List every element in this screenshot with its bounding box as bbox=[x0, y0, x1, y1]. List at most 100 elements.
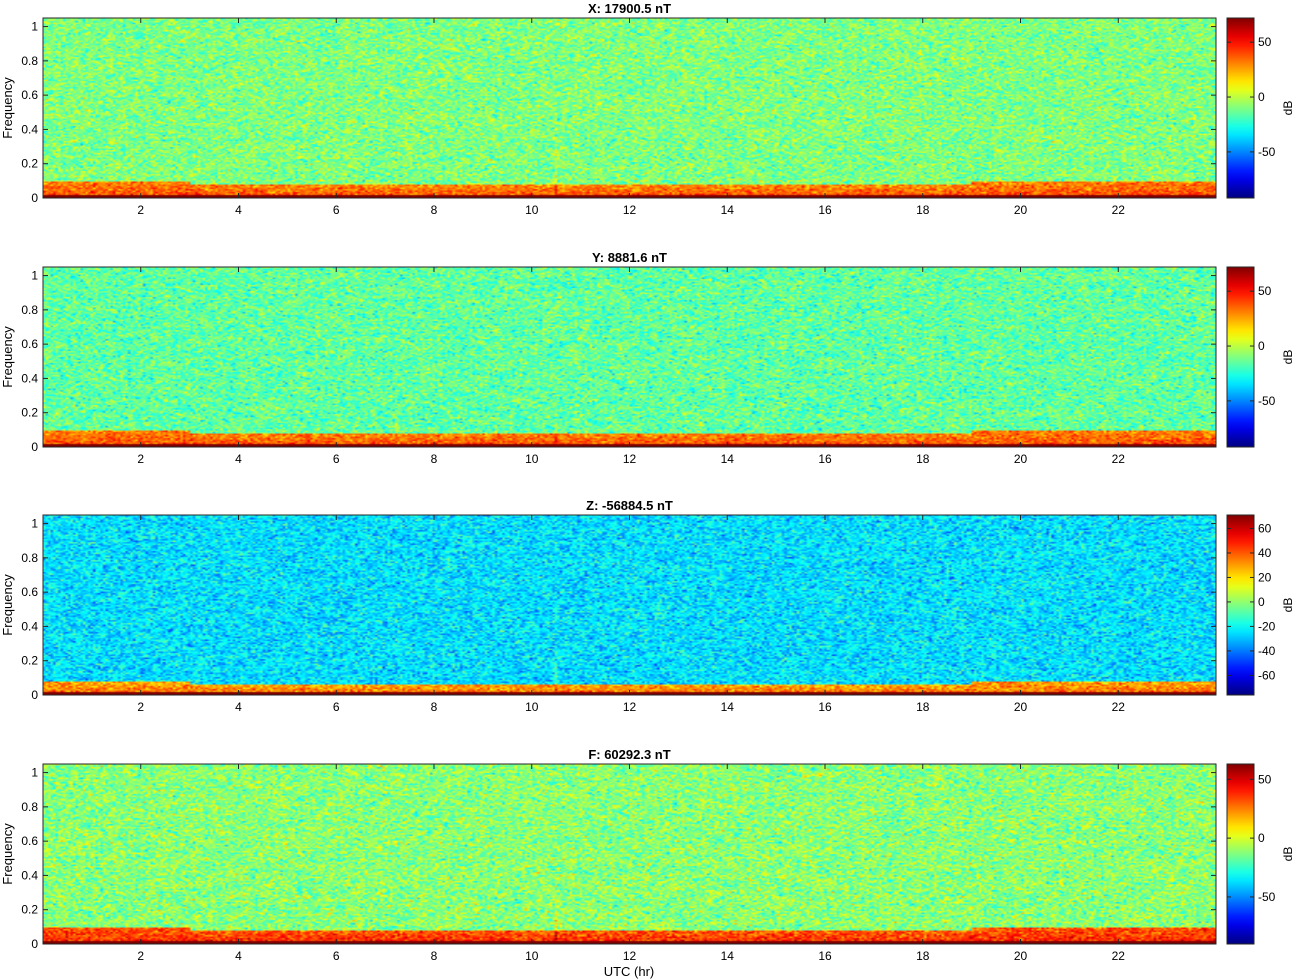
panel-3: F: 60292.3 nT Frequency 0 0.2 0.4 0.6 0.8 1 2 4 6 8… bbox=[0, 747, 1295, 963]
x-tick-label: 12 bbox=[623, 700, 637, 714]
y-tick-label: 0 bbox=[31, 440, 38, 454]
colorbar bbox=[1226, 266, 1255, 448]
colorbar-tick-label: 50 bbox=[1258, 284, 1272, 298]
panel-title: F: 60292.3 nT bbox=[588, 747, 670, 762]
x-tick-label: 6 bbox=[333, 203, 340, 217]
x-tick-label: 20 bbox=[1014, 203, 1028, 217]
colorbar-tick-label: 0 bbox=[1258, 90, 1265, 104]
colorbar-tick-label: 50 bbox=[1258, 35, 1272, 49]
y-tick-label: 0.4 bbox=[21, 371, 38, 385]
x-tick-label: 2 bbox=[137, 949, 144, 963]
x-tick-label: 18 bbox=[916, 949, 930, 963]
y-tick-label: 0.8 bbox=[21, 551, 38, 565]
y-tick-label: 0.6 bbox=[21, 337, 38, 351]
y-tick-label: 0.8 bbox=[21, 54, 38, 68]
spectrogram-image bbox=[43, 764, 1216, 944]
colorbar-tick-label: -40 bbox=[1258, 644, 1276, 658]
x-tick-label: 18 bbox=[916, 203, 930, 217]
colorbar-label: dB bbox=[1281, 101, 1295, 116]
y-tick-label: 0.8 bbox=[21, 800, 38, 814]
y-tick-label: 1 bbox=[31, 269, 38, 283]
x-tick-label: 16 bbox=[818, 452, 832, 466]
colorbar-tick-label: 0 bbox=[1258, 595, 1265, 609]
colorbar-tick-label: 50 bbox=[1258, 772, 1272, 786]
colorbar-label: dB bbox=[1281, 847, 1295, 862]
x-tick-label: 4 bbox=[235, 452, 242, 466]
y-tick-label: 0.2 bbox=[21, 406, 38, 420]
colorbar-label: dB bbox=[1281, 598, 1295, 613]
x-tick-label: 22 bbox=[1112, 700, 1126, 714]
x-tick-label: 12 bbox=[623, 452, 637, 466]
y-tick-label: 0.2 bbox=[21, 654, 38, 668]
colorbar-tick-label: -50 bbox=[1258, 890, 1276, 904]
x-tick-label: 12 bbox=[623, 203, 637, 217]
y-tick-label: 0.6 bbox=[21, 585, 38, 599]
x-tick-label: 22 bbox=[1112, 203, 1126, 217]
x-tick-label: 10 bbox=[525, 949, 539, 963]
x-tick-label: 4 bbox=[235, 203, 242, 217]
y-tick-label: 0.2 bbox=[21, 157, 38, 171]
y-tick-label: 1 bbox=[31, 517, 38, 531]
x-tick-label: 20 bbox=[1014, 452, 1028, 466]
spectrogram-image bbox=[43, 267, 1216, 447]
x-tick-label: 14 bbox=[721, 700, 735, 714]
x-tick-label: 6 bbox=[333, 700, 340, 714]
spectrogram-image bbox=[43, 18, 1216, 198]
panel-title: X: 17900.5 nT bbox=[588, 1, 671, 16]
colorbar-tick-label: -50 bbox=[1258, 145, 1276, 159]
y-tick-label: 0.2 bbox=[21, 903, 38, 917]
colorbar bbox=[1226, 17, 1255, 199]
x-tick-label: 10 bbox=[525, 452, 539, 466]
spectrogram-image bbox=[43, 515, 1216, 695]
colorbar-tick-label: 60 bbox=[1258, 521, 1272, 535]
x-tick-label: 2 bbox=[137, 452, 144, 466]
colorbar-label: dB bbox=[1281, 350, 1295, 365]
x-tick-label: 16 bbox=[818, 700, 832, 714]
y-axis-label: Frequency bbox=[0, 326, 15, 388]
colorbar-tick-label: 20 bbox=[1258, 570, 1272, 584]
x-tick-label: 10 bbox=[525, 700, 539, 714]
x-tick-label: 20 bbox=[1014, 700, 1028, 714]
x-tick-label: 4 bbox=[235, 949, 242, 963]
y-tick-label: 0 bbox=[31, 688, 38, 702]
y-tick-label: 0.4 bbox=[21, 868, 38, 882]
x-tick-label: 6 bbox=[333, 452, 340, 466]
x-axis-label: UTC (hr) bbox=[604, 964, 655, 979]
x-tick-label: 8 bbox=[431, 452, 438, 466]
y-tick-label: 0.6 bbox=[21, 88, 38, 102]
y-axis-label: Frequency bbox=[0, 77, 15, 139]
y-tick-label: 0.8 bbox=[21, 303, 38, 317]
panel-title: Z: -56884.5 nT bbox=[586, 498, 673, 513]
x-tick-label: 18 bbox=[916, 452, 930, 466]
panel-title: Y: 8881.6 nT bbox=[592, 250, 667, 265]
y-tick-label: 0.4 bbox=[21, 619, 38, 633]
colorbar-tick-label: -60 bbox=[1258, 668, 1276, 682]
x-tick-label: 16 bbox=[818, 203, 832, 217]
x-tick-label: 2 bbox=[137, 203, 144, 217]
y-tick-label: 0.6 bbox=[21, 834, 38, 848]
x-tick-label: 6 bbox=[333, 949, 340, 963]
y-tick-label: 0.4 bbox=[21, 122, 38, 136]
colorbar-tick-label: 40 bbox=[1258, 546, 1272, 560]
y-tick-label: 1 bbox=[31, 20, 38, 34]
y-tick-label: 0 bbox=[31, 191, 38, 205]
x-tick-label: 16 bbox=[818, 949, 832, 963]
x-tick-label: 14 bbox=[721, 203, 735, 217]
x-tick-label: 14 bbox=[721, 452, 735, 466]
x-tick-label: 22 bbox=[1112, 949, 1126, 963]
colorbar-tick-label: 0 bbox=[1258, 831, 1265, 845]
y-axis-label: Frequency bbox=[0, 574, 15, 636]
x-tick-label: 8 bbox=[431, 700, 438, 714]
x-tick-label: 2 bbox=[137, 700, 144, 714]
x-tick-label: 8 bbox=[431, 949, 438, 963]
colorbar bbox=[1226, 763, 1255, 945]
y-tick-label: 1 bbox=[31, 766, 38, 780]
colorbar-tick-label: -20 bbox=[1258, 619, 1276, 633]
colorbar bbox=[1226, 514, 1255, 696]
y-axis-label: Frequency bbox=[0, 823, 15, 885]
